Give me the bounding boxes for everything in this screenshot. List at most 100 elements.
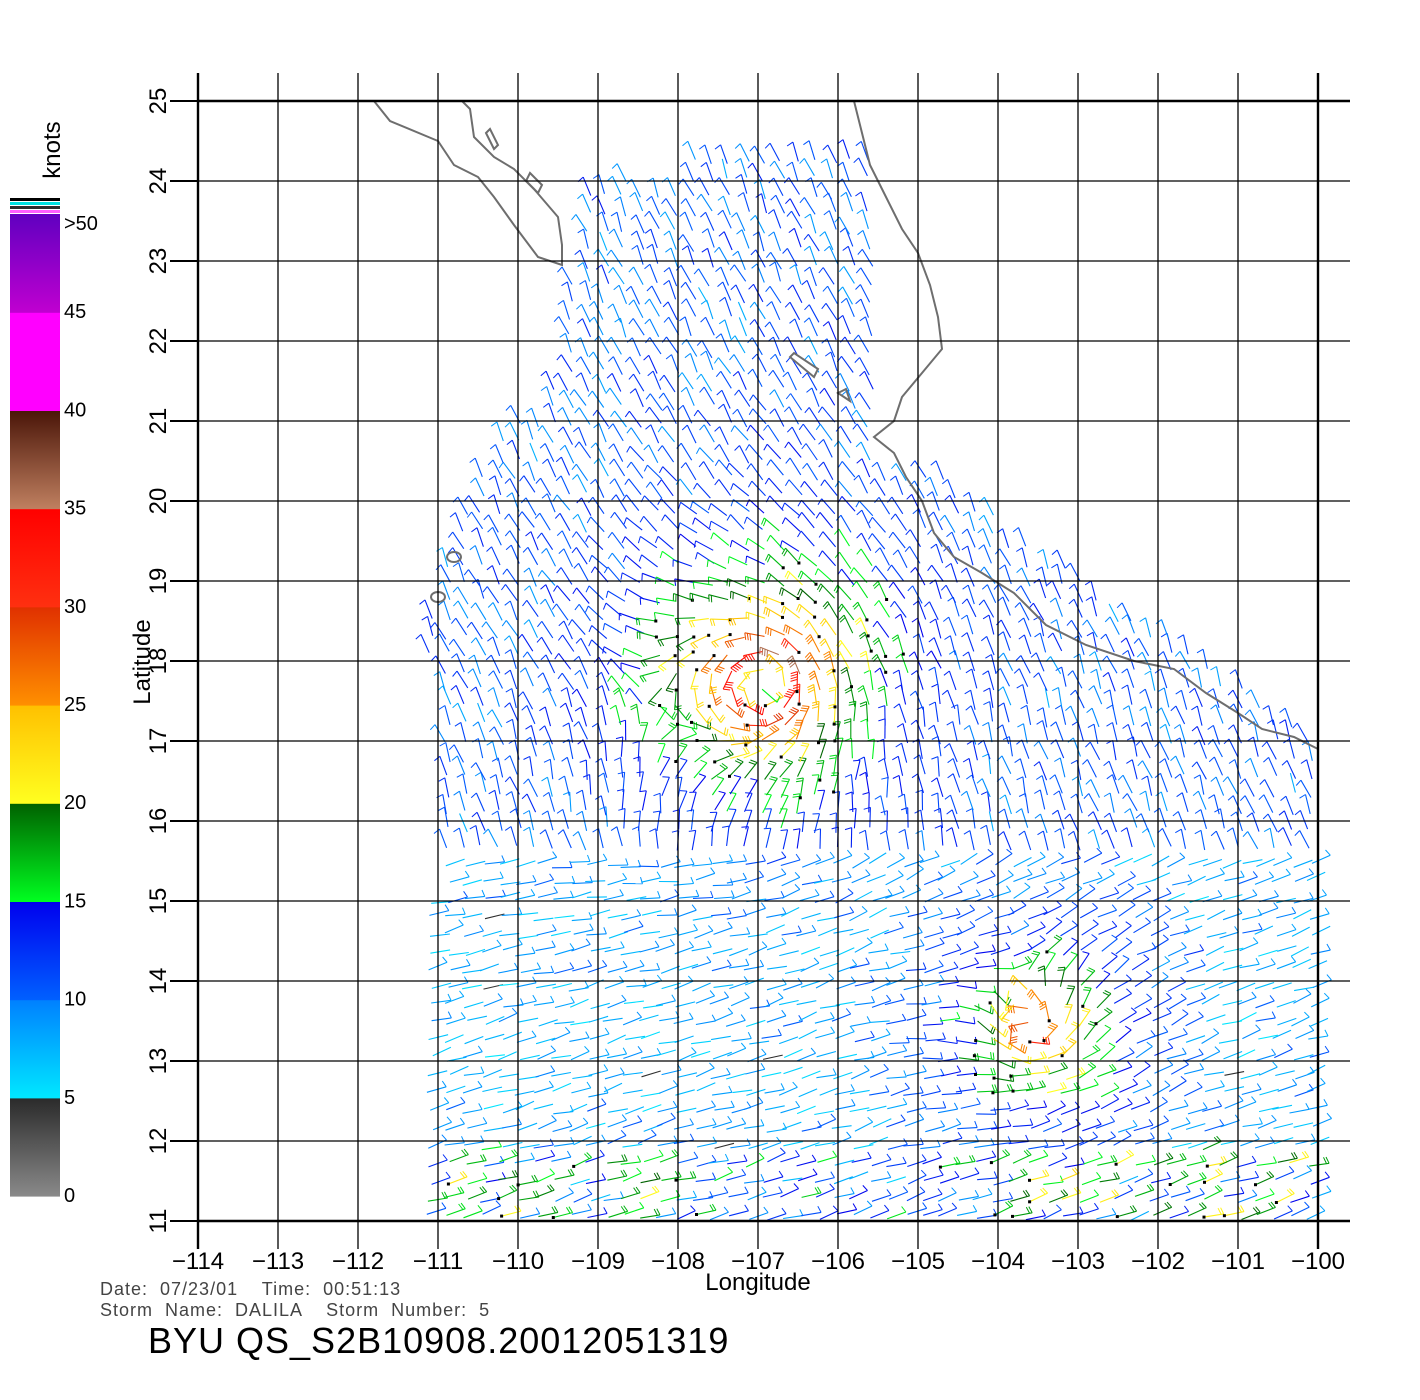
wind-barb — [1242, 831, 1259, 850]
wind-barb — [797, 499, 816, 516]
wind-barb — [552, 1120, 573, 1133]
wind-barb — [563, 791, 572, 812]
wind-barb — [1057, 966, 1066, 987]
wind-barb — [840, 297, 855, 318]
wind-barb — [620, 1155, 642, 1165]
wind-barb — [1115, 921, 1132, 939]
wind-barb — [607, 531, 625, 549]
wind-barb — [604, 975, 625, 990]
wind-barb — [833, 849, 853, 864]
wind-barb — [1154, 772, 1168, 793]
wind-barb — [621, 672, 640, 688]
wind-barb — [1219, 1151, 1239, 1166]
wind-barb — [793, 828, 801, 849]
wind-barb — [710, 1067, 731, 1080]
wind-barb — [415, 634, 430, 653]
wind-barb — [636, 631, 658, 640]
wind-barb — [1116, 883, 1134, 900]
wind-barb — [1193, 739, 1208, 759]
rain-flag — [796, 597, 800, 600]
wind-barb — [765, 626, 785, 636]
wind-barb — [816, 1068, 837, 1079]
rain-flag — [1222, 1214, 1226, 1218]
wind-barb — [888, 581, 906, 599]
wind-barb — [646, 195, 661, 215]
rain-flag — [779, 755, 783, 759]
wind-barb — [640, 1092, 661, 1098]
wind-barb — [980, 824, 991, 846]
wind-barb — [872, 1118, 892, 1128]
wind-barb — [906, 1101, 927, 1113]
wind-barb — [798, 1011, 817, 1022]
wind-barb — [618, 808, 626, 829]
wind-barb — [638, 554, 658, 568]
wind-barb — [765, 572, 785, 587]
wind-barb — [1177, 634, 1189, 655]
wind-barb — [1202, 858, 1223, 867]
wind-barb — [1275, 1165, 1295, 1180]
wind-barb — [653, 611, 675, 620]
wind-barb — [626, 978, 647, 988]
wind-barb — [1137, 760, 1153, 779]
wind-barb — [765, 285, 782, 304]
wind-barb — [542, 740, 556, 761]
wind-barb — [767, 336, 782, 356]
wind-barb — [1276, 1000, 1296, 1008]
wind-barb — [679, 316, 692, 337]
wind-barb — [946, 721, 958, 742]
wind-barb — [779, 950, 799, 957]
wind-barb — [941, 1086, 963, 1096]
wind-barb — [801, 854, 822, 868]
wind-barb — [518, 912, 539, 916]
wind-barb — [1101, 934, 1118, 952]
wind-barb — [941, 1118, 962, 1132]
wind-barb — [1018, 830, 1032, 851]
wind-barb — [676, 650, 695, 669]
wind-barb — [585, 880, 606, 883]
wind-barb — [1016, 776, 1026, 797]
wind-barb — [686, 809, 695, 830]
wind-barb — [904, 1113, 925, 1127]
wind-barb — [856, 509, 871, 529]
wind-barb — [676, 1190, 697, 1201]
wind-barb — [965, 705, 979, 725]
wind-barb — [1033, 578, 1047, 599]
wind-barb — [780, 1183, 799, 1198]
wind-barb — [1227, 795, 1242, 815]
wind-barb — [448, 951, 469, 956]
wind-barb — [1309, 1045, 1330, 1058]
wind-barb — [1187, 1172, 1207, 1186]
wind-barb — [677, 533, 697, 547]
wind-barb — [1176, 792, 1189, 813]
wind-barb — [732, 408, 748, 428]
wind-barb — [485, 1172, 507, 1183]
rain-flag — [833, 705, 837, 709]
wind-barb — [554, 943, 575, 956]
wind-barb — [1051, 549, 1066, 569]
wind-barb — [905, 962, 927, 972]
wind-barb — [980, 636, 995, 656]
wind-barb — [976, 778, 991, 798]
wind-barb — [1096, 1208, 1117, 1220]
wind-barb — [937, 1036, 958, 1045]
wind-barb — [1034, 789, 1046, 810]
wind-barb — [718, 231, 733, 251]
wind-barb — [960, 852, 978, 865]
wind-barb — [907, 585, 923, 604]
wind-barb — [602, 646, 622, 658]
wind-barb — [555, 1187, 574, 1202]
wind-barb — [1175, 828, 1187, 849]
wind-barb — [926, 650, 942, 669]
wind-barb — [681, 424, 697, 444]
wind-barb — [585, 1134, 606, 1146]
wind-barb — [991, 885, 1012, 899]
wind-barb — [884, 921, 904, 935]
wind-barb — [974, 1067, 996, 1076]
wind-barb — [1043, 900, 1062, 916]
wind-barb — [780, 638, 801, 654]
wind-barb — [613, 757, 624, 778]
wind-barb — [522, 599, 539, 618]
wind-barb — [698, 287, 710, 305]
wind-barb — [811, 700, 820, 722]
wind-barb — [557, 829, 572, 849]
